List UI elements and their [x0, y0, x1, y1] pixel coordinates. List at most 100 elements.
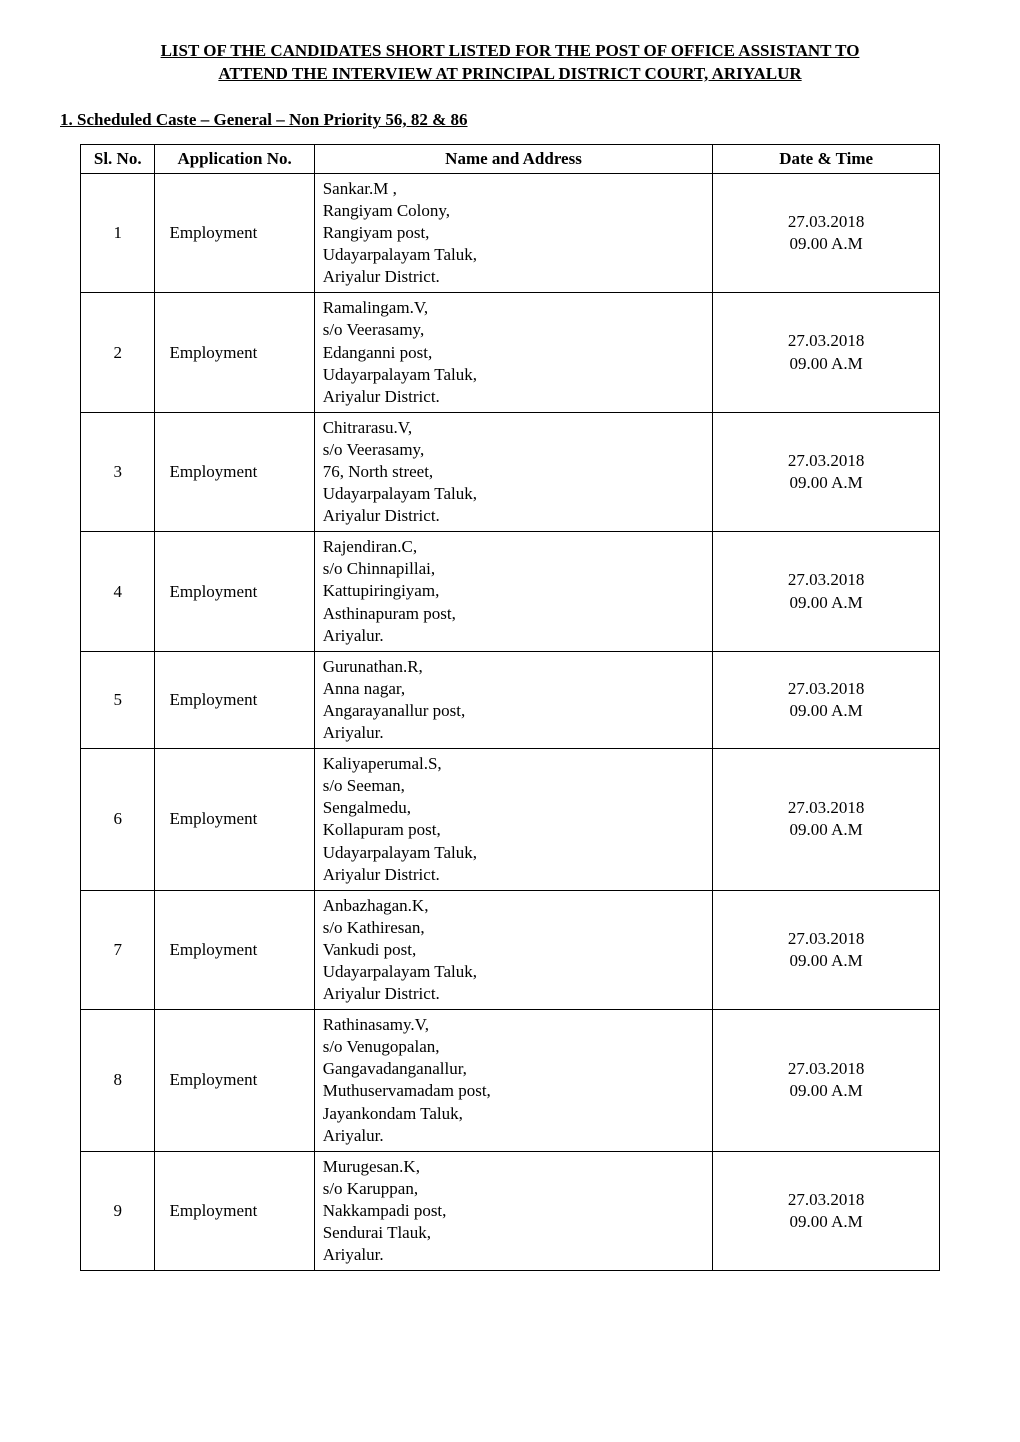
- address-line: s/o Karuppan,: [323, 1178, 705, 1200]
- cell-date-time: 27.03.201809.00 A.M: [713, 1151, 940, 1270]
- cell-sl: 3: [81, 412, 155, 531]
- address-line: Muthuservamadam post,: [323, 1080, 705, 1102]
- address-line: Rangiyam post,: [323, 222, 705, 244]
- cell-name-address: Ramalingam.V,s/o Veerasamy,Edanganni pos…: [314, 293, 713, 412]
- cell-name-address: Anbazhagan.K,s/o Kathiresan,Vankudi post…: [314, 890, 713, 1009]
- address-line: Ramalingam.V,: [323, 297, 705, 319]
- cell-date-time: 27.03.201809.00 A.M: [713, 749, 940, 891]
- col-sl: Sl. No.: [81, 144, 155, 173]
- address-line: Rajendiran.C,: [323, 536, 705, 558]
- cell-app: Employment: [155, 1151, 314, 1270]
- cell-date-time: 27.03.201809.00 A.M: [713, 1010, 940, 1152]
- address-line: Ariyalur.: [323, 1244, 705, 1266]
- address-line: s/o Veerasamy,: [323, 439, 705, 461]
- address-line: Jayankondam Taluk,: [323, 1103, 705, 1125]
- address-line: Kaliyaperumal.S,: [323, 753, 705, 775]
- cell-sl: 5: [81, 651, 155, 748]
- cell-date-time: 27.03.201809.00 A.M: [713, 173, 940, 292]
- address-line: Rathinasamy.V,: [323, 1014, 705, 1036]
- cell-date-time: 27.03.201809.00 A.M: [713, 412, 940, 531]
- address-line: Udayarpalayam Taluk,: [323, 961, 705, 983]
- table-header-row: Sl. No. Application No. Name and Address…: [81, 144, 940, 173]
- cell-sl: 9: [81, 1151, 155, 1270]
- address-line: s/o Seeman,: [323, 775, 705, 797]
- cell-sl: 7: [81, 890, 155, 1009]
- address-line: Kattupiringiyam,: [323, 580, 705, 602]
- date-line: 27.03.2018: [721, 928, 931, 950]
- cell-app: Employment: [155, 1010, 314, 1152]
- cell-app: Employment: [155, 412, 314, 531]
- table-row: 3EmploymentChitrarasu.V,s/o Veerasamy,76…: [81, 412, 940, 531]
- time-line: 09.00 A.M: [721, 950, 931, 972]
- cell-app: Employment: [155, 532, 314, 651]
- date-line: 27.03.2018: [721, 678, 931, 700]
- date-line: 27.03.2018: [721, 1058, 931, 1080]
- cell-app: Employment: [155, 293, 314, 412]
- time-line: 09.00 A.M: [721, 353, 931, 375]
- cell-app: Employment: [155, 173, 314, 292]
- date-line: 27.03.2018: [721, 1189, 931, 1211]
- address-line: Rangiyam Colony,: [323, 200, 705, 222]
- address-line: Ariyalur District.: [323, 266, 705, 288]
- table-row: 2EmploymentRamalingam.V,s/o Veerasamy,Ed…: [81, 293, 940, 412]
- address-line: s/o Kathiresan,: [323, 917, 705, 939]
- title-line-1: LIST OF THE CANDIDATES SHORT LISTED FOR …: [161, 41, 860, 60]
- time-line: 09.00 A.M: [721, 233, 931, 255]
- address-line: Edanganni post,: [323, 342, 705, 364]
- date-line: 27.03.2018: [721, 330, 931, 352]
- cell-date-time: 27.03.201809.00 A.M: [713, 651, 940, 748]
- address-line: 76, North street,: [323, 461, 705, 483]
- address-line: Ariyalur.: [323, 625, 705, 647]
- time-line: 09.00 A.M: [721, 819, 931, 841]
- cell-date-time: 27.03.201809.00 A.M: [713, 532, 940, 651]
- address-line: Ariyalur District.: [323, 386, 705, 408]
- cell-app: Employment: [155, 890, 314, 1009]
- table-row: 8EmploymentRathinasamy.V,s/o Venugopalan…: [81, 1010, 940, 1152]
- cell-name-address: Kaliyaperumal.S,s/o Seeman,Sengalmedu,Ko…: [314, 749, 713, 891]
- time-line: 09.00 A.M: [721, 1080, 931, 1102]
- cell-sl: 2: [81, 293, 155, 412]
- page-title: LIST OF THE CANDIDATES SHORT LISTED FOR …: [60, 40, 960, 86]
- cell-date-time: 27.03.201809.00 A.M: [713, 293, 940, 412]
- col-app: Application No.: [155, 144, 314, 173]
- time-line: 09.00 A.M: [721, 472, 931, 494]
- table-row: 7EmploymentAnbazhagan.K,s/o Kathiresan,V…: [81, 890, 940, 1009]
- address-line: Gurunathan.R,: [323, 656, 705, 678]
- address-line: Sendurai Tlauk,: [323, 1222, 705, 1244]
- time-line: 09.00 A.M: [721, 592, 931, 614]
- time-line: 09.00 A.M: [721, 700, 931, 722]
- address-line: Anbazhagan.K,: [323, 895, 705, 917]
- table-row: 4EmploymentRajendiran.C,s/o Chinnapillai…: [81, 532, 940, 651]
- date-line: 27.03.2018: [721, 450, 931, 472]
- table-row: 5EmploymentGurunathan.R,Anna nagar,Angar…: [81, 651, 940, 748]
- address-line: Udayarpalayam Taluk,: [323, 842, 705, 864]
- table-row: 6EmploymentKaliyaperumal.S,s/o Seeman,Se…: [81, 749, 940, 891]
- cell-name-address: Rajendiran.C,s/o Chinnapillai,Kattupirin…: [314, 532, 713, 651]
- cell-name-address: Sankar.M ,Rangiyam Colony,Rangiyam post,…: [314, 173, 713, 292]
- address-line: s/o Chinnapillai,: [323, 558, 705, 580]
- date-line: 27.03.2018: [721, 569, 931, 591]
- table-row: 1EmploymentSankar.M ,Rangiyam Colony,Ran…: [81, 173, 940, 292]
- col-dt: Date & Time: [713, 144, 940, 173]
- cell-sl: 1: [81, 173, 155, 292]
- address-line: Kollapuram post,: [323, 819, 705, 841]
- candidates-table: Sl. No. Application No. Name and Address…: [80, 144, 940, 1271]
- address-line: s/o Veerasamy,: [323, 319, 705, 341]
- section-subtitle: 1. Scheduled Caste – General – Non Prior…: [60, 110, 960, 130]
- cell-sl: 4: [81, 532, 155, 651]
- address-line: Ariyalur District.: [323, 505, 705, 527]
- time-line: 09.00 A.M: [721, 1211, 931, 1233]
- title-line-2: ATTEND THE INTERVIEW AT PRINCIPAL DISTRI…: [218, 64, 801, 83]
- address-line: Vankudi post,: [323, 939, 705, 961]
- address-line: Angarayanallur post,: [323, 700, 705, 722]
- address-line: Udayarpalayam Taluk,: [323, 244, 705, 266]
- date-line: 27.03.2018: [721, 211, 931, 233]
- cell-name-address: Chitrarasu.V,s/o Veerasamy,76, North str…: [314, 412, 713, 531]
- cell-sl: 8: [81, 1010, 155, 1152]
- cell-name-address: Gurunathan.R,Anna nagar,Angarayanallur p…: [314, 651, 713, 748]
- address-line: Anna nagar,: [323, 678, 705, 700]
- address-line: Murugesan.K,: [323, 1156, 705, 1178]
- address-line: Asthinapuram post,: [323, 603, 705, 625]
- address-line: Sengalmedu,: [323, 797, 705, 819]
- address-line: Ariyalur.: [323, 722, 705, 744]
